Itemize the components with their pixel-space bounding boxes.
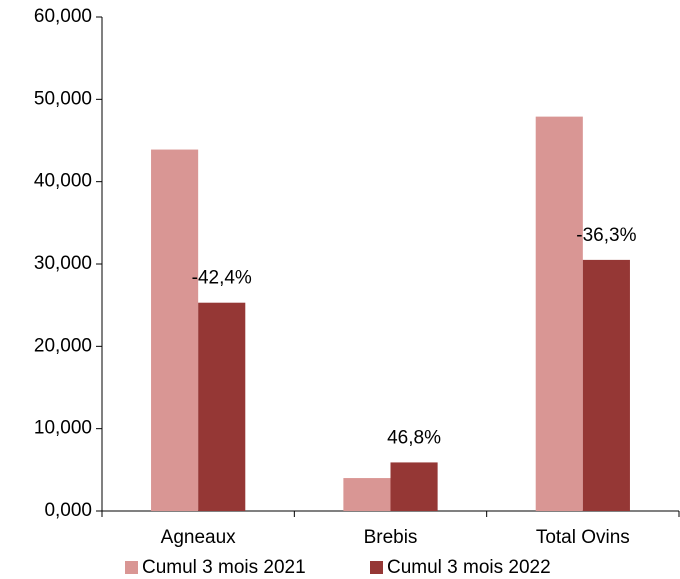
- legend-swatch: [125, 561, 138, 574]
- y-tick-label: 20,000: [34, 335, 92, 356]
- legend-label: Cumul 3 mois 2021: [142, 557, 306, 578]
- annotation: -36,3%: [576, 225, 636, 246]
- x-tick-label: Total Ovins: [536, 527, 630, 548]
- x-tick-label: Brebis: [364, 527, 418, 548]
- y-tick-label: 60,000: [34, 6, 92, 27]
- y-tick-label: 50,000: [34, 88, 92, 109]
- bar: [198, 302, 246, 511]
- legend-label: Cumul 3 mois 2022: [387, 557, 551, 578]
- bar: [151, 149, 199, 511]
- y-tick-label: 40,000: [34, 171, 92, 192]
- bar: [390, 462, 438, 511]
- y-tick-label: 10,000: [34, 418, 92, 439]
- x-tick-label: Agneaux: [161, 527, 237, 548]
- legend-swatch: [370, 561, 383, 574]
- bar: [582, 259, 630, 511]
- bar: [343, 478, 391, 511]
- annotation: 46,8%: [387, 427, 441, 448]
- bar: [535, 116, 583, 511]
- y-tick-label: 30,000: [34, 253, 92, 274]
- annotation: -42,4%: [192, 268, 252, 289]
- y-tick-label: 0,000: [44, 500, 92, 521]
